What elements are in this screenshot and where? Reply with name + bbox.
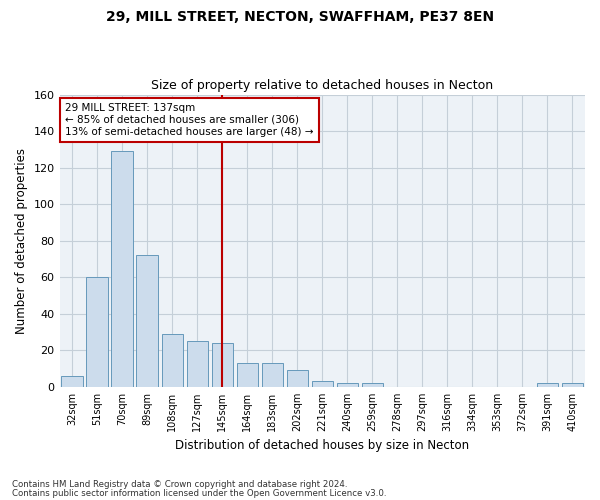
Bar [61, 376, 83, 387]
Bar [362, 384, 383, 387]
Title: Size of property relative to detached houses in Necton: Size of property relative to detached ho… [151, 79, 493, 92]
Text: 29 MILL STREET: 137sqm
← 85% of detached houses are smaller (306)
13% of semi-de: 29 MILL STREET: 137sqm ← 85% of detached… [65, 104, 313, 136]
Bar [236, 363, 258, 387]
Bar [262, 363, 283, 387]
Bar [562, 384, 583, 387]
Text: Contains public sector information licensed under the Open Government Licence v3: Contains public sector information licen… [12, 488, 386, 498]
Bar [537, 384, 558, 387]
Text: Contains HM Land Registry data © Crown copyright and database right 2024.: Contains HM Land Registry data © Crown c… [12, 480, 347, 489]
Bar [136, 256, 158, 387]
Y-axis label: Number of detached properties: Number of detached properties [15, 148, 28, 334]
Bar [212, 343, 233, 387]
Bar [161, 334, 183, 387]
Bar [287, 370, 308, 387]
Bar [112, 151, 133, 387]
Text: 29, MILL STREET, NECTON, SWAFFHAM, PE37 8EN: 29, MILL STREET, NECTON, SWAFFHAM, PE37 … [106, 10, 494, 24]
Bar [337, 384, 358, 387]
Bar [311, 382, 333, 387]
Bar [187, 341, 208, 387]
X-axis label: Distribution of detached houses by size in Necton: Distribution of detached houses by size … [175, 440, 469, 452]
Bar [86, 278, 108, 387]
